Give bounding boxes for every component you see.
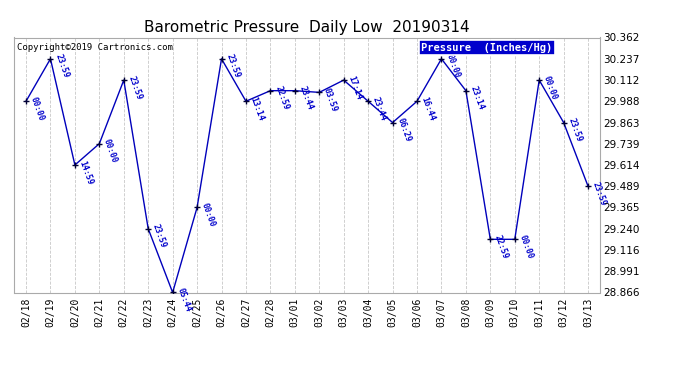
Text: 00:00: 00:00 xyxy=(444,53,461,80)
Text: 23:59: 23:59 xyxy=(224,53,241,80)
Text: 00:00: 00:00 xyxy=(200,202,217,228)
Text: 23:59: 23:59 xyxy=(566,117,584,143)
Text: 23:59: 23:59 xyxy=(151,223,168,249)
Text: 05:44: 05:44 xyxy=(175,286,193,313)
Text: 23:44: 23:44 xyxy=(371,95,388,122)
Text: 00:00: 00:00 xyxy=(518,234,535,260)
Text: 23:59: 23:59 xyxy=(53,53,70,80)
Text: Copyright©2019 Cartronics.com: Copyright©2019 Cartronics.com xyxy=(17,43,172,52)
Text: 23:14: 23:14 xyxy=(469,85,486,111)
Text: 23:59: 23:59 xyxy=(126,74,144,101)
Text: 22:59: 22:59 xyxy=(273,85,290,111)
Text: 00:00: 00:00 xyxy=(542,74,559,101)
Text: 23:44: 23:44 xyxy=(297,85,315,111)
Text: 13:14: 13:14 xyxy=(248,95,266,122)
Text: Pressure  (Inches/Hg): Pressure (Inches/Hg) xyxy=(422,43,553,52)
Text: 03:59: 03:59 xyxy=(322,87,339,113)
Text: 23:59: 23:59 xyxy=(591,180,608,207)
Text: 14:59: 14:59 xyxy=(78,159,95,186)
Text: 16:44: 16:44 xyxy=(420,95,437,122)
Title: Barometric Pressure  Daily Low  20190314: Barometric Pressure Daily Low 20190314 xyxy=(144,20,470,35)
Text: 00:00: 00:00 xyxy=(29,95,46,122)
Text: 17:14: 17:14 xyxy=(346,74,364,101)
Text: 06:29: 06:29 xyxy=(395,117,413,143)
Text: 00:00: 00:00 xyxy=(102,138,119,164)
Text: 22:59: 22:59 xyxy=(493,234,510,260)
